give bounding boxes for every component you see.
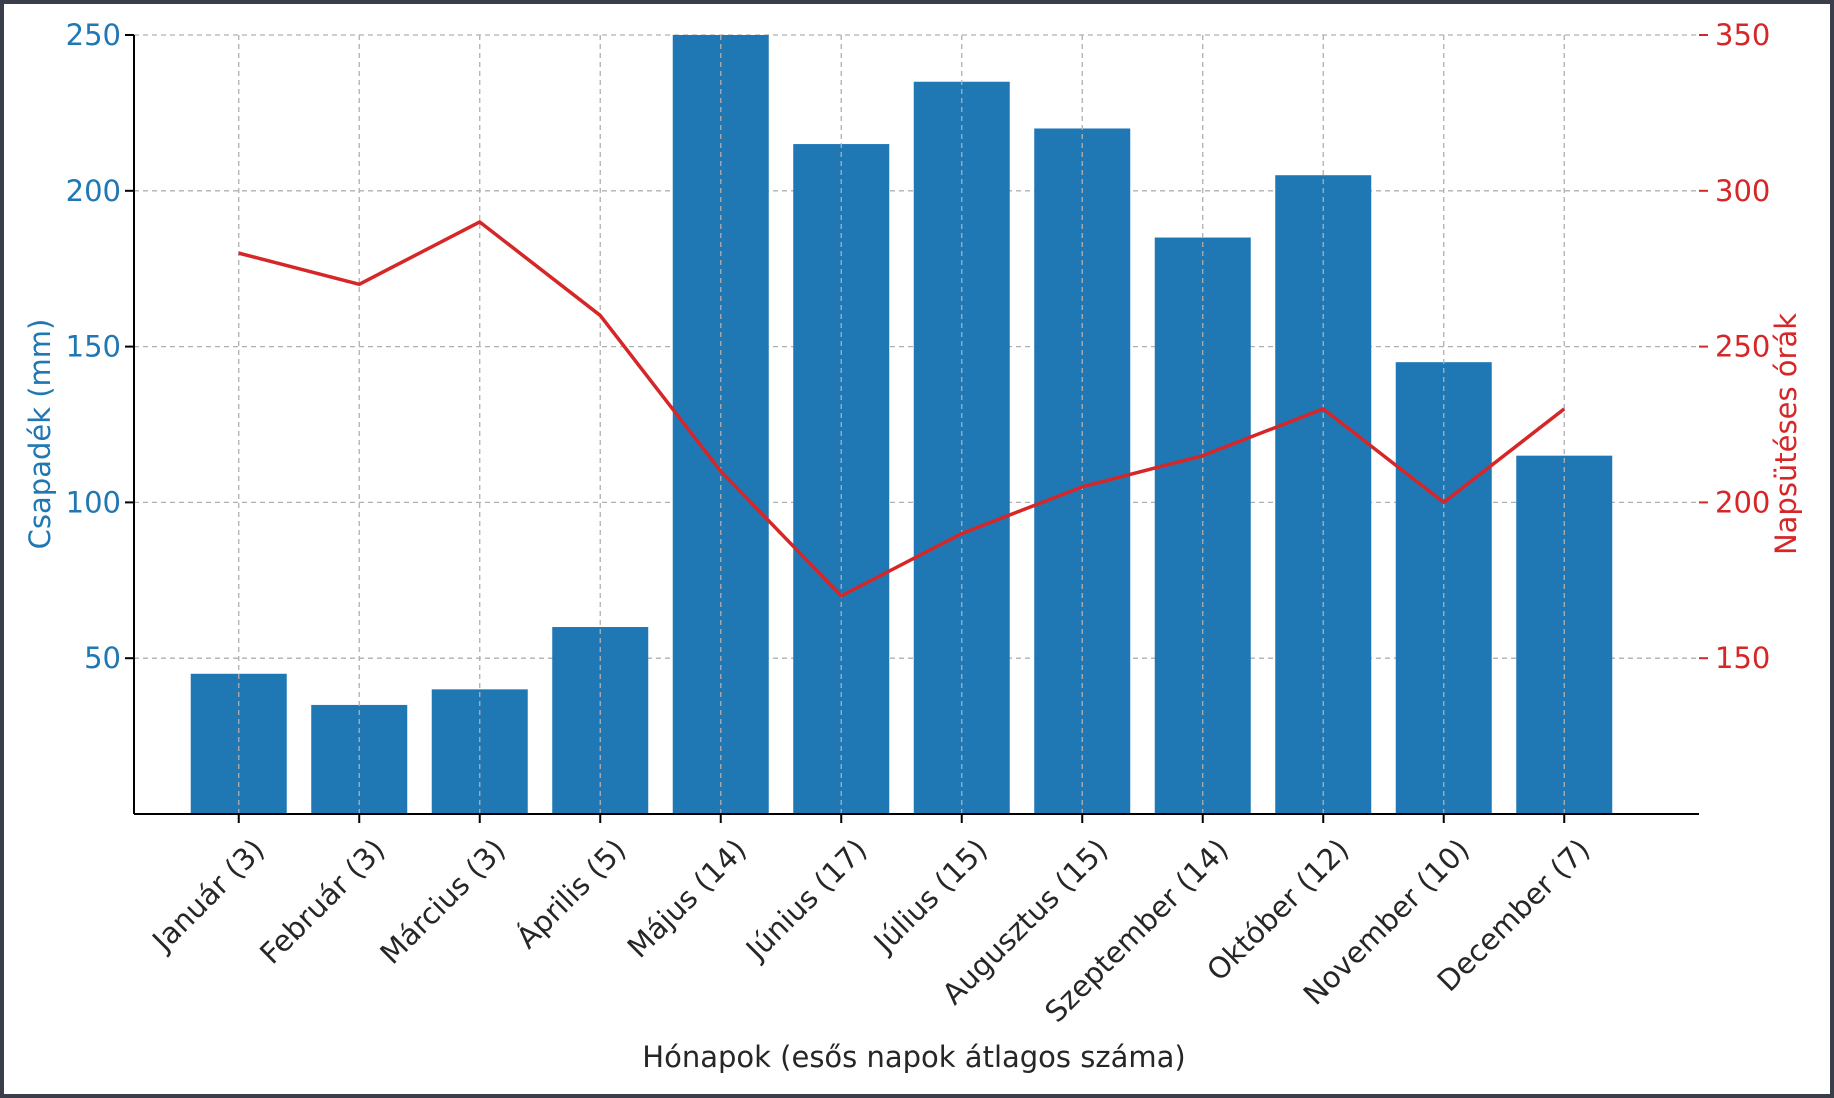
left-y-axis-label: Csapadék (mm) — [23, 319, 57, 550]
right-tick-label: 250 — [1715, 330, 1770, 364]
x-tick-label: Március (3) — [373, 832, 512, 971]
axis-labels: Hónapok (esős napok átlagos száma) Csapa… — [23, 313, 1803, 1074]
rainfall-sunshine-chart: 50 100 150 200 250 150 200 250 300 350 Január (3)F… — [23, 18, 1803, 1074]
left-tick-label: 150 — [66, 330, 121, 364]
left-tick-label: 100 — [66, 485, 121, 519]
bar — [1516, 455, 1613, 814]
line-path — [238, 220, 1566, 598]
right-tick-label: 150 — [1715, 641, 1770, 675]
right-tick-label: 200 — [1715, 485, 1770, 519]
left-tick-label: 50 — [84, 641, 121, 675]
chart-frame: 50 100 150 200 250 150 200 250 300 350 Január (3) F… — [4, 4, 1830, 1094]
bar — [190, 673, 287, 814]
x-tick-label: Május (14) — [621, 832, 753, 964]
left-tick-label: 250 — [66, 18, 121, 52]
bar-series — [190, 35, 1613, 815]
x-tick-label: Április (5) — [510, 832, 633, 955]
x-tick-label: Január (3) — [144, 832, 271, 959]
x-tick-label: Február (3) — [253, 832, 391, 970]
left-tick-label: 200 — [66, 174, 121, 208]
bar — [913, 81, 1010, 815]
x-tick-label: Június (17) — [738, 832, 873, 967]
x-axis-label: Hónapok (esős napok átlagos száma) — [642, 1040, 1185, 1074]
vertical-grid-lines — [238, 35, 1565, 814]
right-tick-label: 350 — [1715, 18, 1770, 52]
right-tick-label: 300 — [1715, 174, 1770, 208]
line-series — [238, 220, 1566, 598]
right-y-axis-label: Napsütéses órák — [1769, 313, 1803, 555]
x-tick-label: Július (15) — [866, 832, 994, 960]
